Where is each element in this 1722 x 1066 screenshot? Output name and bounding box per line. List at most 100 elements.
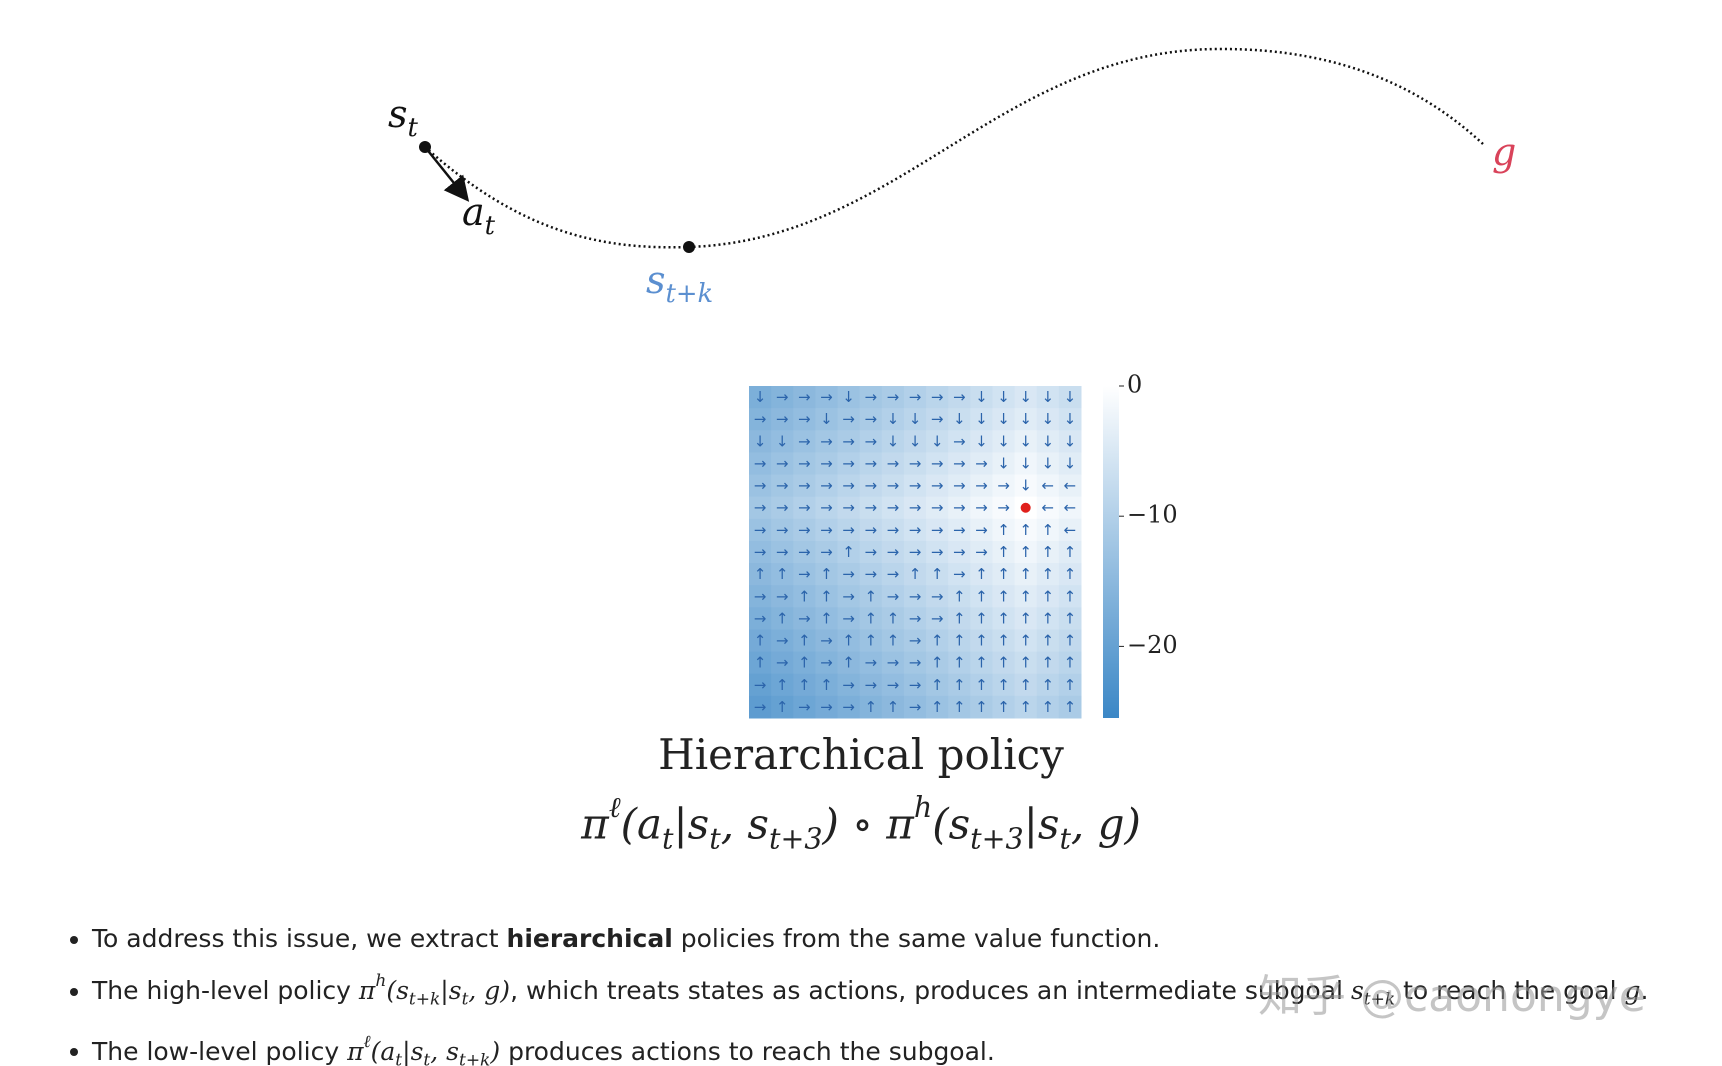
policy-arrow: → [798, 410, 811, 428]
policy-arrow: → [798, 565, 811, 583]
policy-arrow: → [798, 543, 811, 561]
heat-cell [1014, 695, 1038, 719]
heat-cell [771, 408, 794, 431]
heat-cell [903, 452, 927, 476]
policy-arrow: → [864, 521, 877, 539]
policy-arrow: → [887, 521, 900, 539]
heat-cell [771, 496, 794, 520]
policy-arrow: → [909, 521, 922, 539]
heat-cell [926, 563, 949, 586]
policy-arrow: ↑ [997, 609, 1010, 627]
policy-arrow: → [754, 543, 767, 561]
policy-arrow: → [798, 432, 811, 450]
policy-arrow: ↓ [953, 410, 966, 428]
heat-cell [948, 540, 971, 564]
policy-arrow: ↓ [842, 388, 855, 406]
heat-cell [859, 673, 883, 697]
heat-cell [948, 386, 971, 409]
text-segment: t [1059, 821, 1071, 856]
text-segment: t+k [458, 1050, 491, 1066]
heat-cell [926, 585, 949, 608]
policy-arrow: ↓ [1064, 454, 1077, 472]
policy-arrow: → [798, 477, 811, 495]
text-segment: s [388, 92, 408, 136]
heat-cell [837, 651, 861, 675]
policy-arrow: ↑ [1042, 565, 1055, 583]
heat-cell [1036, 408, 1060, 431]
heat-cell [992, 563, 1016, 586]
heat-cell [771, 651, 794, 675]
policy-arrow: ↓ [909, 410, 922, 428]
text-segment: h [375, 971, 387, 991]
text-segment: The low-level policy [92, 1036, 348, 1066]
policy-arrow: ↑ [1019, 654, 1032, 672]
heat-cell [948, 518, 971, 542]
heat-cell [749, 607, 772, 630]
text-segment: g [1492, 130, 1517, 174]
heat-cell [1036, 496, 1060, 520]
heat-cell [1058, 540, 1082, 564]
heat-cell [970, 695, 993, 719]
text-segment: π [347, 1036, 364, 1066]
policy-arrow: ↓ [820, 410, 833, 428]
heat-cell [815, 651, 839, 675]
policy-arrow: → [776, 587, 789, 605]
heat-cell [859, 607, 883, 630]
policy-arrow: ↑ [1042, 609, 1055, 627]
heat-cell [1014, 430, 1038, 453]
policy-arrow: ← [1064, 499, 1077, 517]
policy-arrow: → [864, 454, 877, 472]
policy-arrow: → [864, 477, 877, 495]
text-segment: , which treats states as actions, produc… [510, 975, 1351, 1005]
chart-title: Hierarchical policy [658, 730, 1064, 779]
policy-arrow: ↑ [997, 521, 1010, 539]
policy-arrow: → [909, 499, 922, 517]
policy-arrow: → [754, 454, 767, 472]
policy-arrow: → [975, 543, 988, 561]
policy-arrow: ↑ [887, 698, 900, 716]
heat-cell [859, 540, 883, 564]
policy-arrow: → [798, 698, 811, 716]
policy-arrow: → [931, 410, 944, 428]
heat-cell [1036, 563, 1060, 586]
policy-arrow: → [776, 521, 789, 539]
heat-cell [992, 452, 1016, 476]
heat-cell [903, 540, 927, 564]
heat-cell [859, 430, 883, 453]
heat-cell [1058, 607, 1082, 630]
heat-cell [749, 629, 772, 653]
diagram-label: at [462, 190, 495, 241]
policy-arrow: ↑ [909, 565, 922, 583]
policy-arrow: → [887, 587, 900, 605]
goal-marker [1020, 502, 1031, 513]
policy-arrow: → [953, 454, 966, 472]
policy-arrow: ↑ [997, 632, 1010, 650]
policy-arrow: ↑ [931, 632, 944, 650]
policy-arrow: → [864, 676, 877, 694]
policy-arrow: → [909, 454, 922, 472]
text-segment: , s [720, 799, 769, 849]
policy-arrow: → [820, 698, 833, 716]
heat-cell [948, 496, 971, 520]
text-segment: π [581, 799, 609, 849]
policy-arrow: ↑ [1042, 632, 1055, 650]
text-segment: t [423, 1050, 431, 1066]
heat-cell [1014, 518, 1038, 542]
bullet-list: To address this issue, we extract hierar… [62, 918, 1648, 1066]
text-segment: t [395, 1050, 403, 1066]
policy-arrow: ↑ [1019, 676, 1032, 694]
heat-cell [970, 386, 993, 409]
policy-arrow: ↑ [1019, 609, 1032, 627]
heat-cell [837, 518, 861, 542]
policy-arrow: ↑ [798, 587, 811, 605]
heat-cell [859, 585, 883, 608]
policy-arrow: → [842, 676, 855, 694]
text-segment: t+k [665, 279, 714, 310]
heat-cell [1058, 518, 1082, 542]
heat-cell [837, 585, 861, 608]
policy-arrow: ↑ [798, 654, 811, 672]
heat-cell [970, 452, 993, 476]
heat-cell [1036, 607, 1060, 630]
heat-cell [970, 518, 993, 542]
policy-arrow: → [931, 521, 944, 539]
